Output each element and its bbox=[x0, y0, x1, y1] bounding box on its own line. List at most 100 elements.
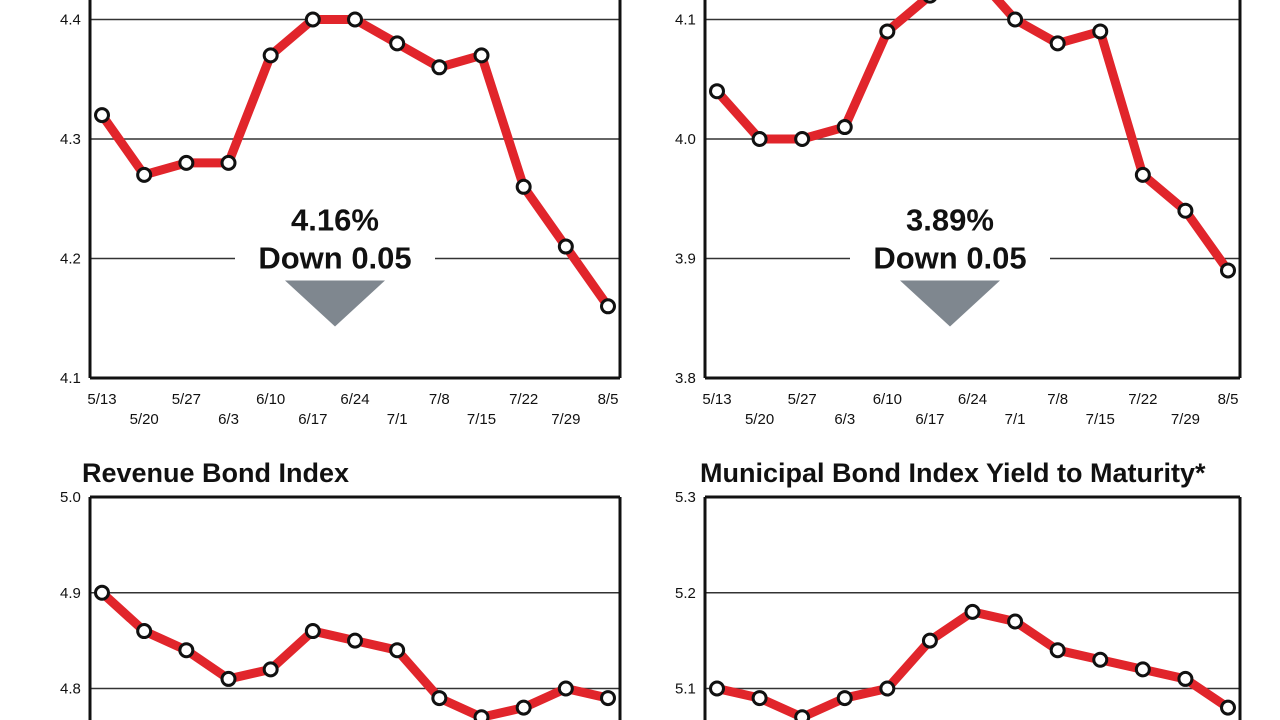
y-tick-label: 5.3 bbox=[675, 489, 696, 506]
x-tick-label: 7/1 bbox=[387, 411, 408, 428]
y-tick-label: 4.4 bbox=[60, 12, 81, 29]
x-tick-label: 6/3 bbox=[218, 411, 239, 428]
x-tick-label: 7/8 bbox=[1047, 391, 1068, 408]
x-tick-label: 7/15 bbox=[467, 411, 496, 428]
y-tick-label: 4.1 bbox=[675, 12, 696, 29]
data-point-6/3 bbox=[836, 690, 853, 707]
x-tick-label: 6/3 bbox=[834, 411, 855, 428]
data-point-6/17 bbox=[304, 11, 321, 28]
chart-title: Revenue Bond Index bbox=[82, 458, 349, 488]
x-tick-label: 5/20 bbox=[745, 411, 774, 428]
y-tick-label: 4.9 bbox=[60, 585, 81, 602]
data-point-8/5 bbox=[600, 298, 616, 315]
y-tick-label: 4.1 bbox=[60, 370, 81, 387]
data-point-6/24 bbox=[347, 632, 363, 649]
data-point-7/29 bbox=[557, 680, 574, 697]
data-point-5/27 bbox=[178, 154, 195, 171]
data-point-7/15 bbox=[473, 47, 490, 64]
y-tick-label: 4.8 bbox=[60, 681, 81, 698]
series-line bbox=[712, 607, 1233, 720]
annotation-change: Down 0.05 bbox=[258, 241, 411, 276]
x-tick-label: 7/1 bbox=[1005, 411, 1026, 428]
data-point-6/17 bbox=[304, 623, 321, 640]
x-tick-label: 6/10 bbox=[873, 391, 902, 408]
x-tick-label: 5/13 bbox=[87, 391, 116, 408]
data-point-7/1 bbox=[389, 642, 406, 659]
data-point-5/27 bbox=[794, 709, 811, 720]
data-point-7/1 bbox=[1007, 613, 1024, 630]
data-point-7/1 bbox=[1007, 11, 1024, 28]
data-point-6/3 bbox=[836, 119, 853, 136]
data-point-6/17 bbox=[921, 632, 938, 649]
data-point-5/27 bbox=[794, 131, 811, 147]
down-arrow-icon bbox=[285, 280, 385, 327]
data-point-7/22 bbox=[1134, 166, 1151, 183]
y-tick-label: 4.3 bbox=[60, 131, 81, 148]
data-point-7/22 bbox=[1134, 661, 1151, 678]
data-point-6/24 bbox=[347, 11, 363, 28]
annotation-value: 3.89% bbox=[906, 203, 994, 238]
data-point-6/24 bbox=[964, 603, 981, 620]
y-tick-label: 3.9 bbox=[675, 251, 696, 268]
data-point-6/10 bbox=[879, 680, 896, 697]
data-point-8/5 bbox=[1220, 699, 1236, 716]
x-tick-label: 7/29 bbox=[551, 411, 580, 428]
x-tick-label: 6/24 bbox=[958, 391, 987, 408]
annotation-backdrop bbox=[235, 244, 435, 273]
y-tick-label: 4.2 bbox=[60, 251, 81, 268]
data-point-7/8 bbox=[431, 59, 448, 76]
data-point-6/10 bbox=[262, 47, 279, 64]
x-tick-label: 8/5 bbox=[1218, 391, 1239, 408]
data-point-7/8 bbox=[1049, 642, 1066, 659]
data-point-7/29 bbox=[1177, 202, 1194, 219]
data-point-6/17 bbox=[923, 0, 937, 4]
data-point-5/20 bbox=[751, 131, 768, 147]
x-tick-label: 7/15 bbox=[1086, 411, 1115, 428]
data-point-5/13 bbox=[709, 680, 725, 697]
x-tick-label: 8/5 bbox=[598, 391, 619, 408]
x-tick-label: 6/17 bbox=[298, 411, 327, 428]
data-point-6/10 bbox=[262, 661, 279, 678]
y-tick-label: 3.8 bbox=[675, 370, 696, 387]
y-tick-label: 5.0 bbox=[60, 489, 81, 506]
data-point-8/5 bbox=[600, 690, 616, 707]
data-point-7/22 bbox=[515, 178, 532, 195]
data-point-5/20 bbox=[136, 623, 153, 640]
data-point-5/13 bbox=[94, 584, 110, 601]
x-tick-label: 7/8 bbox=[429, 391, 450, 408]
data-point-7/29 bbox=[1177, 670, 1194, 687]
chart-panel-1: 4.1 4.2 4.3 4.4 4.16%Down 0.05 5/13 5/20 5/27 6/… bbox=[60, 0, 622, 428]
data-point-6/3 bbox=[220, 154, 237, 171]
x-tick-label: 6/24 bbox=[340, 391, 369, 408]
annotation-backdrop bbox=[850, 244, 1050, 273]
data-point-7/29 bbox=[557, 238, 574, 255]
data-point-7/22 bbox=[515, 699, 532, 716]
chart-panel-2: 3.8 3.9 4.0 4.1 3.89%Down 0.05 5/13 5/20 5/27 6/… bbox=[675, 0, 1242, 428]
y-tick-label: 5.2 bbox=[675, 585, 696, 602]
data-point-6/10 bbox=[879, 23, 896, 40]
data-point-7/1 bbox=[389, 35, 406, 52]
data-point-5/13 bbox=[94, 107, 110, 124]
data-point-5/13 bbox=[709, 83, 725, 100]
data-point-7/8 bbox=[1049, 35, 1066, 52]
x-tick-label: 7/22 bbox=[509, 391, 538, 408]
x-tick-label: 6/17 bbox=[915, 411, 944, 428]
data-point-6/3 bbox=[220, 670, 237, 687]
data-point-7/15 bbox=[1092, 23, 1109, 40]
y-tick-label: 4.0 bbox=[675, 131, 696, 148]
series-line bbox=[97, 588, 613, 720]
data-point-7/15 bbox=[1092, 651, 1109, 668]
x-tick-label: 5/27 bbox=[788, 391, 817, 408]
x-tick-label: 6/10 bbox=[256, 391, 285, 408]
down-arrow-icon bbox=[900, 280, 1000, 327]
y-tick-label: 5.1 bbox=[675, 681, 696, 698]
x-tick-label: 7/22 bbox=[1128, 391, 1157, 408]
data-point-7/8 bbox=[431, 690, 448, 707]
data-point-7/15 bbox=[473, 709, 490, 720]
x-tick-label: 7/29 bbox=[1171, 411, 1200, 428]
data-point-5/20 bbox=[751, 690, 768, 707]
data-point-5/20 bbox=[136, 166, 153, 183]
